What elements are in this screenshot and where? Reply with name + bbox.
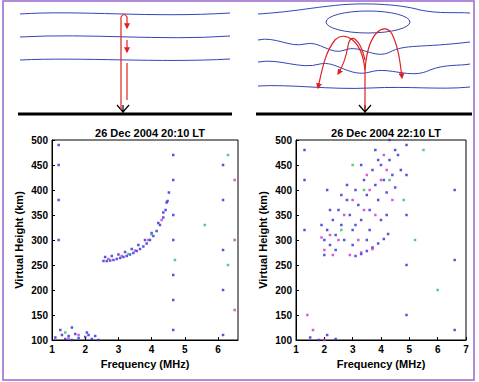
svg-text:3: 3	[116, 344, 122, 355]
svg-text:26 Dec 2004 22:10 LT: 26 Dec 2004 22:10 LT	[331, 127, 441, 139]
svg-text:5: 5	[182, 344, 188, 355]
svg-text:6: 6	[215, 344, 221, 355]
svg-text:300: 300	[275, 235, 292, 246]
svg-text:4: 4	[149, 344, 155, 355]
svg-text:250: 250	[31, 260, 48, 271]
svg-text:350: 350	[275, 210, 292, 221]
svg-text:2: 2	[322, 344, 328, 355]
svg-text:Frequency (MHz): Frequency (MHz)	[337, 358, 426, 370]
svg-text:200: 200	[275, 285, 292, 296]
svg-text:250: 250	[275, 260, 292, 271]
svg-text:1: 1	[293, 344, 299, 355]
svg-text:150: 150	[275, 310, 292, 321]
svg-text:4: 4	[378, 344, 384, 355]
svg-text:400: 400	[275, 185, 292, 196]
svg-text:26 Dec 2004 20:10 LT: 26 Dec 2004 20:10 LT	[95, 127, 205, 139]
svg-text:500: 500	[31, 135, 48, 146]
svg-text:Frequency (MHz): Frequency (MHz)	[101, 358, 190, 370]
svg-text:1: 1	[49, 344, 55, 355]
svg-text:2: 2	[82, 344, 88, 355]
svg-text:450: 450	[275, 160, 292, 171]
svg-text:7: 7	[463, 344, 469, 355]
svg-text:350: 350	[31, 210, 48, 221]
svg-text:500: 500	[275, 135, 292, 146]
svg-text:100: 100	[31, 335, 48, 346]
svg-text:300: 300	[31, 235, 48, 246]
svg-text:400: 400	[31, 185, 48, 196]
svg-text:5: 5	[407, 344, 413, 355]
svg-text:Virtual Height (km): Virtual Height (km)	[13, 191, 25, 289]
svg-text:100: 100	[275, 335, 292, 346]
svg-text:3: 3	[350, 344, 356, 355]
svg-text:Virtual Height (km): Virtual Height (km)	[257, 191, 269, 289]
svg-text:450: 450	[31, 160, 48, 171]
svg-text:200: 200	[31, 285, 48, 296]
svg-text:6: 6	[435, 344, 441, 355]
svg-text:150: 150	[31, 310, 48, 321]
